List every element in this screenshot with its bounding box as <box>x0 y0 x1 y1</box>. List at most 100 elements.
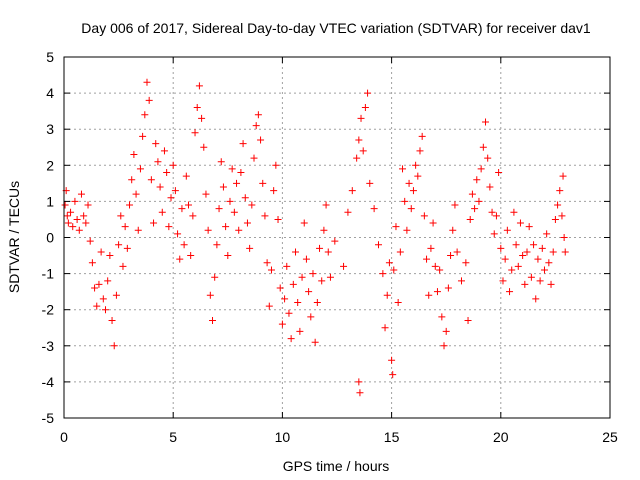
data-point <box>272 161 280 169</box>
data-point <box>353 154 361 162</box>
data-point <box>488 208 496 216</box>
data-point <box>527 273 535 281</box>
data-point <box>230 208 238 216</box>
data-point <box>143 78 151 86</box>
data-point <box>69 223 77 231</box>
data-point <box>532 295 540 303</box>
data-point <box>495 169 503 177</box>
data-point <box>320 226 328 234</box>
data-point <box>355 136 363 144</box>
x-tick-label: 20 <box>493 429 509 445</box>
data-point <box>134 226 142 234</box>
data-point <box>130 150 138 158</box>
data-point <box>357 114 365 122</box>
data-point <box>464 317 472 325</box>
data-point <box>547 280 555 288</box>
data-point <box>206 291 214 299</box>
data-point <box>261 212 269 220</box>
data-point <box>195 82 203 90</box>
y-tick-label: -5 <box>42 410 55 426</box>
data-point <box>75 226 83 234</box>
data-point <box>473 176 481 184</box>
data-point <box>370 205 378 213</box>
data-point <box>108 317 116 325</box>
data-point <box>551 215 559 223</box>
data-point <box>556 187 564 195</box>
x-tick-label: 15 <box>384 429 400 445</box>
data-point <box>287 335 295 343</box>
data-point <box>254 111 262 119</box>
data-point <box>359 147 367 155</box>
data-point <box>174 230 182 238</box>
data-point <box>126 201 134 209</box>
y-tick-label: 2 <box>46 157 54 173</box>
y-tick-label: 3 <box>46 121 54 137</box>
data-point <box>477 165 485 173</box>
data-point <box>213 241 221 249</box>
data-point <box>158 208 166 216</box>
data-point <box>311 338 319 346</box>
data-point <box>165 223 173 231</box>
data-point <box>418 132 426 140</box>
data-point <box>257 136 265 144</box>
data-point <box>211 273 219 281</box>
data-point <box>331 237 339 245</box>
data-point <box>73 215 81 223</box>
data-point <box>104 277 112 285</box>
data-point <box>307 313 315 321</box>
data-point <box>412 161 420 169</box>
data-point <box>274 215 282 223</box>
data-point <box>523 248 531 256</box>
x-tick-label: 5 <box>169 429 177 445</box>
y-tick-label: -2 <box>42 302 55 318</box>
chart-title: Day 006 of 2017, Sidereal Day-to-day VTE… <box>81 20 591 36</box>
data-point <box>64 219 72 227</box>
data-point <box>305 288 313 296</box>
data-point <box>405 179 413 187</box>
data-point <box>374 241 382 249</box>
data-point <box>176 255 184 263</box>
data-point <box>390 266 398 274</box>
data-point <box>420 212 428 220</box>
data-point <box>237 169 245 177</box>
data-point <box>289 280 297 288</box>
data-point <box>506 288 514 296</box>
data-point <box>278 320 286 328</box>
data-point <box>63 212 71 220</box>
data-point <box>226 197 234 205</box>
x-axis-label: GPS time / hours <box>283 458 390 474</box>
data-point <box>361 104 369 112</box>
data-point <box>217 158 225 166</box>
data-point <box>318 277 326 285</box>
data-point <box>132 190 140 198</box>
data-point <box>427 244 435 252</box>
data-point <box>540 266 548 274</box>
data-point <box>549 248 557 256</box>
data-points <box>61 78 569 397</box>
data-point <box>530 241 538 249</box>
data-point <box>171 187 179 195</box>
data-point <box>292 248 300 256</box>
y-tick-label: -4 <box>42 374 55 390</box>
data-point <box>283 262 291 270</box>
data-point <box>340 262 348 270</box>
data-point <box>503 226 511 234</box>
data-point <box>117 212 125 220</box>
data-point <box>449 226 457 234</box>
data-point <box>466 215 474 223</box>
data-point <box>444 284 452 292</box>
data-point <box>145 96 153 104</box>
data-point <box>178 205 186 213</box>
data-point <box>471 205 479 213</box>
data-point <box>82 219 90 227</box>
y-tick-label: 1 <box>46 193 54 209</box>
x-tick-label: 0 <box>60 429 68 445</box>
data-point <box>270 187 278 195</box>
data-point <box>453 248 461 256</box>
data-point <box>193 104 201 112</box>
data-point <box>115 241 123 249</box>
data-point <box>110 342 118 350</box>
data-point <box>200 143 208 151</box>
data-point <box>106 252 114 260</box>
